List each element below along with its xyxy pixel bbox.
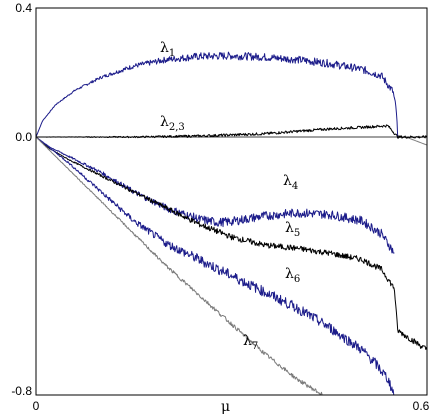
- series-line--5: [35, 136, 428, 350]
- curve-label--6: λ6: [285, 266, 300, 285]
- curve-label-symbol: λ: [160, 40, 169, 56]
- curve-label--7: λ7: [243, 333, 258, 352]
- series-line--7: [35, 136, 323, 396]
- y-tick-label: 0.0: [15, 130, 32, 144]
- curve-label-subscript: 5: [294, 228, 300, 239]
- curve-label-symbol: λ: [285, 266, 294, 282]
- curve-label-subscript: 7: [252, 341, 258, 352]
- ticks-layer: 0.4 0.0 -0.80 0.6: [11, 1, 429, 413]
- curve-label-subscript: 2,3: [169, 122, 185, 133]
- curve-label-subscript: 4: [292, 181, 298, 192]
- curve-label-symbol: λ: [243, 333, 252, 349]
- curve-label--5: λ5: [285, 220, 300, 239]
- curve-label-subscript: 1: [169, 48, 175, 59]
- curve-label-subscript: 6: [294, 274, 300, 285]
- y-tick-label: 0.4: [15, 1, 32, 15]
- curve-label--1: λ1: [160, 40, 175, 59]
- x-axis-label: μ: [221, 399, 230, 415]
- y-tick-label: -0.8: [11, 384, 32, 398]
- curve-label--4: λ4: [283, 173, 298, 192]
- curves-layer: [35, 51, 428, 396]
- plot-frame: [35, 7, 428, 396]
- x-tick-label: 0: [33, 399, 40, 413]
- series-line--2-3: [36, 124, 428, 139]
- x-tick-label: 0.6: [413, 399, 430, 413]
- curve-label-symbol: λ: [283, 173, 292, 189]
- series-line--6: [35, 136, 395, 396]
- curve-label--2-3: λ2,3: [160, 114, 185, 133]
- series-line--1: [35, 51, 399, 138]
- curve-label-symbol: λ: [285, 220, 294, 236]
- curve-label-symbol: λ: [160, 114, 169, 130]
- series-line--4: [35, 136, 395, 254]
